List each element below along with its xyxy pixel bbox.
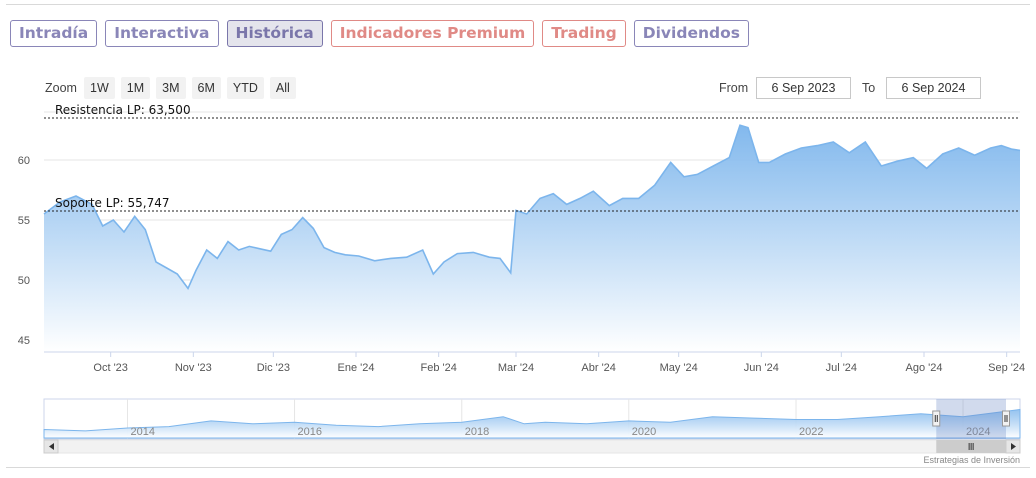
navigator-tick-label: 2014 (131, 426, 155, 438)
chart-credit[interactable]: Estrategias de Inversión (923, 455, 1020, 465)
navigator-tick-label: 2022 (799, 426, 823, 438)
zoom-6m-button[interactable]: 6M (191, 77, 221, 99)
scrollbar-track[interactable] (43, 439, 1021, 454)
x-tick-label: Jul '24 (826, 362, 857, 374)
tab-indicadores-premium[interactable]: Indicadores Premium (330, 20, 535, 47)
zoom-buttons: 1W 1M 3M 6M YTD All (84, 77, 296, 99)
plot-lines: Resistencia LP: 63,500 Soporte LP: 55,747 (44, 103, 1020, 212)
price-area (44, 125, 1020, 352)
zoom-1w-button[interactable]: 1W (84, 77, 115, 99)
top-divider (6, 4, 1030, 5)
x-tick-label: Abr '24 (581, 362, 616, 374)
y-tick-label: 55 (18, 215, 30, 227)
navigator-selection[interactable] (936, 399, 1006, 439)
scrollbar-grip-icon (968, 443, 974, 450)
navigator-axis-labels: 2014 2016 2018 2020 2022 2024 (131, 426, 991, 438)
tab-dividendos[interactable]: Dividendos (633, 20, 749, 47)
navigator-handle-right[interactable] (1002, 410, 1010, 427)
x-tick-label: Ago '24 (906, 362, 943, 374)
tab-interactiva[interactable]: Interactiva (105, 20, 219, 47)
y-tick-label: 45 (18, 335, 30, 347)
zoom-label: Zoom (45, 81, 77, 95)
to-label: To (862, 81, 876, 95)
zoom-1m-button[interactable]: 1M (120, 77, 151, 99)
tab-intradía[interactable]: Intradía (10, 20, 98, 47)
navigator-series (43, 408, 1021, 439)
bottom-divider (6, 467, 1030, 468)
tab-trading[interactable]: Trading (542, 20, 626, 47)
y-tick-label: 50 (18, 275, 30, 287)
y-axis-labels: 45 50 55 60 (18, 155, 30, 347)
x-axis-labels: Oct '23 Nov '23 Dic '23 Ene '24 Feb '24 Mar '… (93, 352, 1025, 374)
scrollbar[interactable] (43, 439, 1021, 454)
x-tick-label: Oct '23 (93, 362, 128, 374)
navigator-tick-label: 2018 (465, 426, 489, 438)
navigator-tick-label: 2024 (966, 426, 990, 438)
tab-histórica[interactable]: Histórica (226, 20, 323, 47)
x-tick-label: Sep '24 (988, 362, 1025, 374)
x-tick-label: Mar '24 (498, 362, 534, 374)
chart-tabs: Intradía Interactiva Histórica Indicadores … (10, 20, 749, 47)
arrow-right-icon (1011, 443, 1016, 450)
x-tick-label: May '24 (660, 362, 698, 374)
plot-line-label: Resistencia LP: 63,500 (55, 103, 191, 117)
navigator-handle-left[interactable] (932, 410, 941, 427)
to-date-input[interactable] (886, 77, 981, 99)
from-label: From (719, 81, 749, 95)
x-tick-label: Jun '24 (744, 362, 779, 374)
x-tick-label: Dic '23 (257, 362, 290, 374)
zoom-all-button[interactable]: All (269, 77, 296, 99)
x-tick-label: Nov '23 (175, 362, 212, 374)
navigator-tick-label: 2020 (632, 426, 656, 438)
price-series-line (43, 124, 1021, 290)
plot-line-label: Soporte LP: 55,747 (55, 196, 170, 210)
navigator[interactable]: 2014 2016 2018 2020 2022 2024 (43, 398, 1021, 440)
from-date-input[interactable] (756, 77, 851, 99)
navigator-tick-label: 2016 (298, 426, 322, 438)
zoom-3m-button[interactable]: 3M (156, 77, 186, 99)
x-tick-label: Feb '24 (420, 362, 456, 374)
zoom-ytd-button[interactable]: YTD (226, 77, 264, 99)
x-tick-label: Ene '24 (338, 362, 375, 374)
y-tick-label: 60 (18, 155, 30, 167)
arrow-left-icon (49, 443, 54, 450)
